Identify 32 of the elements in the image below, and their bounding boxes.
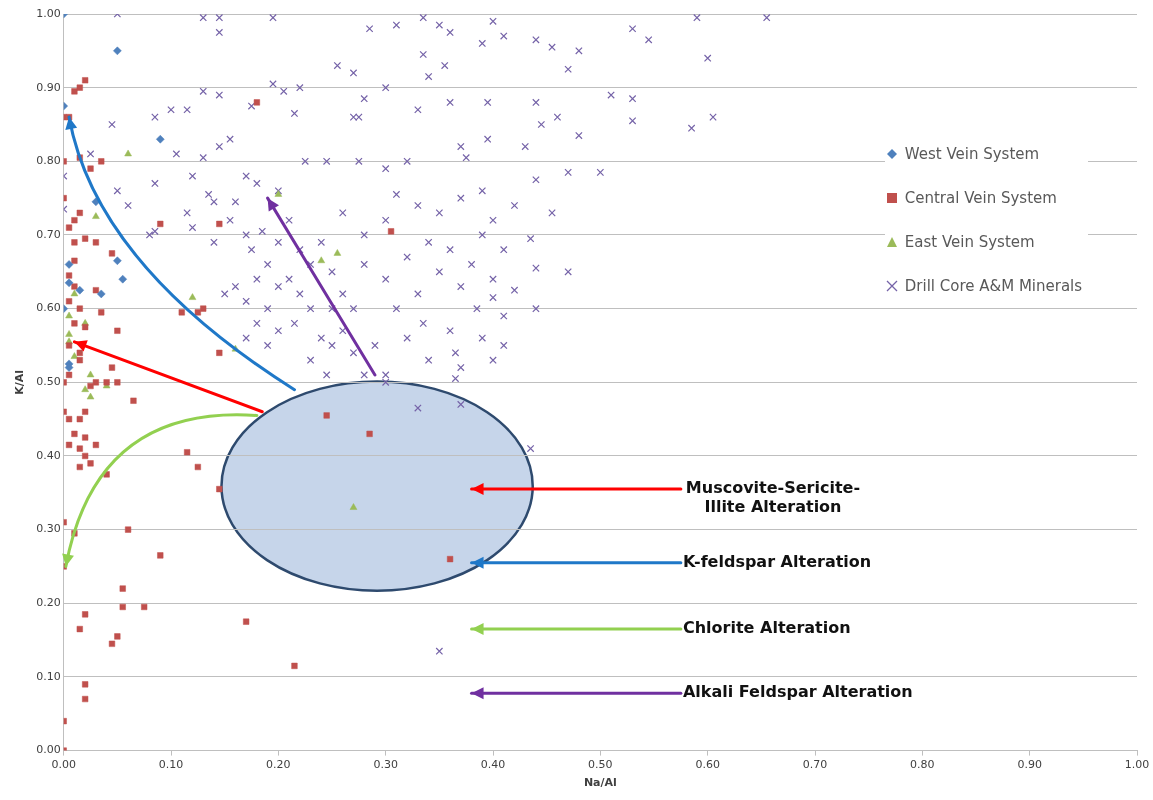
- y-axis-title: K/Al: [13, 369, 27, 395]
- annotation: K-feldspar Alteration: [682, 551, 872, 571]
- annotation: Muscovite-Sericite-Illite Alteration: [684, 478, 862, 517]
- x-tick-label: 0.20: [266, 758, 291, 772]
- y-tick-label: 0.40: [36, 448, 61, 462]
- x-tick-label: 0.70: [802, 758, 828, 772]
- y-tick-label: 0.60: [36, 301, 61, 315]
- y-tick-label: 0.10: [36, 669, 61, 683]
- x-tick-label: 0.10: [158, 758, 184, 772]
- x-axis-title: Na/Al: [583, 776, 617, 790]
- y-tick-label: 0.90: [36, 80, 61, 94]
- x-tick-label: 0.30: [373, 758, 398, 772]
- legend-label: Central Vein System: [904, 188, 1057, 207]
- y-tick-label: 0.70: [36, 227, 61, 241]
- y-tick-label: 1.00: [36, 6, 61, 20]
- y-tick-label: 0.20: [36, 596, 61, 610]
- x-tick-label: 0.90: [1017, 758, 1042, 772]
- y-tick-label: 0.30: [36, 522, 61, 536]
- x-tick-label: 0.60: [695, 758, 720, 772]
- x-tick-label: 0.50: [588, 758, 613, 772]
- legend-label: West Vein System: [904, 144, 1040, 163]
- x-tick-label: 0.40: [480, 758, 506, 772]
- y-tick-label: 0.50: [36, 375, 61, 389]
- y-tick-label: 0.80: [36, 154, 61, 168]
- x-tick-label: 0.80: [910, 758, 935, 772]
- x-tick-label: 0.00: [51, 758, 76, 772]
- y-tick-label: 0.00: [36, 743, 61, 757]
- annotation: Chlorite Alteration: [682, 618, 851, 638]
- legend-label: East Vein System: [904, 232, 1035, 251]
- legend-label: Drill Core A&M Minerals: [904, 276, 1083, 295]
- annotation: Alkali Feldspar Alteration: [682, 682, 913, 702]
- x-tick-label: 1.00: [1124, 758, 1150, 772]
